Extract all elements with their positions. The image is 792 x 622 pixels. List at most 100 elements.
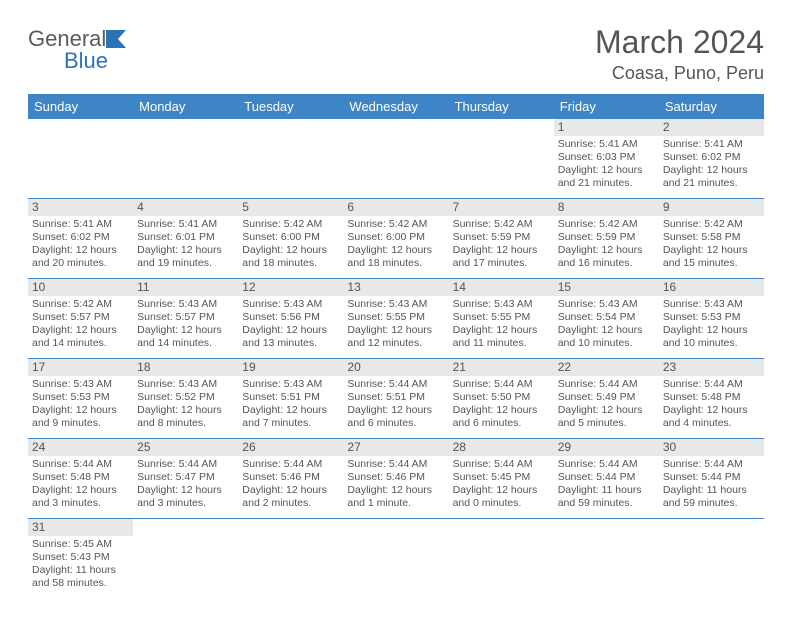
sunset-text: Sunset: 5:53 PM xyxy=(663,311,760,324)
daylight2-text: and 11 minutes. xyxy=(453,337,550,350)
sunrise-text: Sunrise: 5:42 AM xyxy=(453,218,550,231)
calendar-cell-blank xyxy=(449,119,554,199)
calendar-cell: 3Sunrise: 5:41 AMSunset: 6:02 PMDaylight… xyxy=(28,199,133,279)
sunrise-text: Sunrise: 5:43 AM xyxy=(663,298,760,311)
daylight1-text: Daylight: 12 hours xyxy=(137,484,234,497)
sunrise-text: Sunrise: 5:43 AM xyxy=(137,298,234,311)
sunrise-text: Sunrise: 5:44 AM xyxy=(453,458,550,471)
day-number: 15 xyxy=(554,279,659,296)
daylight2-text: and 9 minutes. xyxy=(32,417,129,430)
sunrise-text: Sunrise: 5:43 AM xyxy=(137,378,234,391)
calendar-cell: 15Sunrise: 5:43 AMSunset: 5:54 PMDayligh… xyxy=(554,279,659,359)
calendar-cell: 16Sunrise: 5:43 AMSunset: 5:53 PMDayligh… xyxy=(659,279,764,359)
day-number: 29 xyxy=(554,439,659,456)
calendar-cell-blank xyxy=(28,119,133,199)
daylight2-text: and 59 minutes. xyxy=(663,497,760,510)
sunrise-text: Sunrise: 5:43 AM xyxy=(242,298,339,311)
sunset-text: Sunset: 5:55 PM xyxy=(347,311,444,324)
day-number: 16 xyxy=(659,279,764,296)
calendar-cell: 8Sunrise: 5:42 AMSunset: 5:59 PMDaylight… xyxy=(554,199,659,279)
daylight1-text: Daylight: 11 hours xyxy=(32,564,129,577)
daylight1-text: Daylight: 12 hours xyxy=(137,324,234,337)
logo: General Blue xyxy=(28,28,134,72)
daylight2-text: and 5 minutes. xyxy=(558,417,655,430)
calendar-header-row: SundayMondayTuesdayWednesdayThursdayFrid… xyxy=(28,94,764,119)
header: General Blue March 2024 Coasa, Puno, Per… xyxy=(28,24,764,84)
calendar-row: 3Sunrise: 5:41 AMSunset: 6:02 PMDaylight… xyxy=(28,199,764,279)
sunset-text: Sunset: 5:51 PM xyxy=(242,391,339,404)
day-number: 20 xyxy=(343,359,448,376)
sunset-text: Sunset: 5:48 PM xyxy=(663,391,760,404)
calendar-cell-blank xyxy=(554,519,659,599)
sunset-text: Sunset: 5:44 PM xyxy=(663,471,760,484)
sunset-text: Sunset: 5:50 PM xyxy=(453,391,550,404)
calendar-cell: 25Sunrise: 5:44 AMSunset: 5:47 PMDayligh… xyxy=(133,439,238,519)
daylight2-text: and 58 minutes. xyxy=(32,577,129,590)
sunrise-text: Sunrise: 5:45 AM xyxy=(32,538,129,551)
calendar-cell: 10Sunrise: 5:42 AMSunset: 5:57 PMDayligh… xyxy=(28,279,133,359)
sunrise-text: Sunrise: 5:43 AM xyxy=(453,298,550,311)
daylight2-text: and 21 minutes. xyxy=(558,177,655,190)
sunset-text: Sunset: 6:03 PM xyxy=(558,151,655,164)
day-number: 4 xyxy=(133,199,238,216)
sunrise-text: Sunrise: 5:44 AM xyxy=(242,458,339,471)
daylight1-text: Daylight: 12 hours xyxy=(558,404,655,417)
calendar-row: 31Sunrise: 5:45 AMSunset: 5:43 PMDayligh… xyxy=(28,519,764,599)
daylight2-text: and 6 minutes. xyxy=(453,417,550,430)
daylight2-text: and 14 minutes. xyxy=(32,337,129,350)
daylight2-text: and 2 minutes. xyxy=(242,497,339,510)
sunset-text: Sunset: 6:02 PM xyxy=(32,231,129,244)
daylight2-text: and 21 minutes. xyxy=(663,177,760,190)
calendar-cell-blank xyxy=(133,119,238,199)
daylight2-text: and 8 minutes. xyxy=(137,417,234,430)
sunrise-text: Sunrise: 5:41 AM xyxy=(137,218,234,231)
sunset-text: Sunset: 5:43 PM xyxy=(32,551,129,564)
calendar-cell: 11Sunrise: 5:43 AMSunset: 5:57 PMDayligh… xyxy=(133,279,238,359)
daylight1-text: Daylight: 12 hours xyxy=(32,324,129,337)
daylight2-text: and 6 minutes. xyxy=(347,417,444,430)
day-number: 10 xyxy=(28,279,133,296)
daylight1-text: Daylight: 11 hours xyxy=(558,484,655,497)
calendar-cell: 26Sunrise: 5:44 AMSunset: 5:46 PMDayligh… xyxy=(238,439,343,519)
day-header: Sunday xyxy=(28,94,133,119)
sunrise-text: Sunrise: 5:44 AM xyxy=(32,458,129,471)
sunset-text: Sunset: 5:48 PM xyxy=(32,471,129,484)
daylight1-text: Daylight: 12 hours xyxy=(242,484,339,497)
day-number: 1 xyxy=(554,119,659,136)
sunset-text: Sunset: 5:52 PM xyxy=(137,391,234,404)
sunrise-text: Sunrise: 5:44 AM xyxy=(558,458,655,471)
sunset-text: Sunset: 5:57 PM xyxy=(32,311,129,324)
daylight2-text: and 1 minute. xyxy=(347,497,444,510)
daylight1-text: Daylight: 12 hours xyxy=(663,164,760,177)
sunrise-text: Sunrise: 5:42 AM xyxy=(663,218,760,231)
day-number: 14 xyxy=(449,279,554,296)
calendar-cell: 27Sunrise: 5:44 AMSunset: 5:46 PMDayligh… xyxy=(343,439,448,519)
sunset-text: Sunset: 5:54 PM xyxy=(558,311,655,324)
calendar-cell: 12Sunrise: 5:43 AMSunset: 5:56 PMDayligh… xyxy=(238,279,343,359)
calendar-cell: 30Sunrise: 5:44 AMSunset: 5:44 PMDayligh… xyxy=(659,439,764,519)
sunrise-text: Sunrise: 5:44 AM xyxy=(347,378,444,391)
day-number: 21 xyxy=(449,359,554,376)
daylight2-text: and 4 minutes. xyxy=(663,417,760,430)
calendar-cell: 4Sunrise: 5:41 AMSunset: 6:01 PMDaylight… xyxy=(133,199,238,279)
day-header: Thursday xyxy=(449,94,554,119)
daylight1-text: Daylight: 11 hours xyxy=(663,484,760,497)
title-block: March 2024 Coasa, Puno, Peru xyxy=(595,24,764,84)
day-number: 5 xyxy=(238,199,343,216)
day-number: 19 xyxy=(238,359,343,376)
daylight1-text: Daylight: 12 hours xyxy=(558,244,655,257)
calendar-cell: 9Sunrise: 5:42 AMSunset: 5:58 PMDaylight… xyxy=(659,199,764,279)
day-number: 17 xyxy=(28,359,133,376)
calendar-cell-blank xyxy=(238,119,343,199)
sunset-text: Sunset: 5:57 PM xyxy=(137,311,234,324)
sunset-text: Sunset: 5:59 PM xyxy=(558,231,655,244)
location: Coasa, Puno, Peru xyxy=(595,63,764,84)
daylight2-text: and 3 minutes. xyxy=(32,497,129,510)
calendar-cell: 6Sunrise: 5:42 AMSunset: 6:00 PMDaylight… xyxy=(343,199,448,279)
sunrise-text: Sunrise: 5:43 AM xyxy=(32,378,129,391)
calendar-cell: 2Sunrise: 5:41 AMSunset: 6:02 PMDaylight… xyxy=(659,119,764,199)
calendar-cell: 21Sunrise: 5:44 AMSunset: 5:50 PMDayligh… xyxy=(449,359,554,439)
sunrise-text: Sunrise: 5:43 AM xyxy=(242,378,339,391)
sunset-text: Sunset: 6:00 PM xyxy=(347,231,444,244)
day-number: 27 xyxy=(343,439,448,456)
